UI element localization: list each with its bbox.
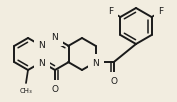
Text: N: N: [38, 59, 45, 68]
Text: F: F: [108, 7, 113, 16]
Text: N: N: [38, 42, 45, 50]
Text: N: N: [52, 33, 58, 42]
Text: CH₃: CH₃: [20, 88, 32, 94]
Text: N: N: [92, 59, 99, 68]
Text: O: O: [110, 76, 117, 85]
Text: F: F: [159, 7, 164, 16]
Text: O: O: [52, 84, 59, 94]
